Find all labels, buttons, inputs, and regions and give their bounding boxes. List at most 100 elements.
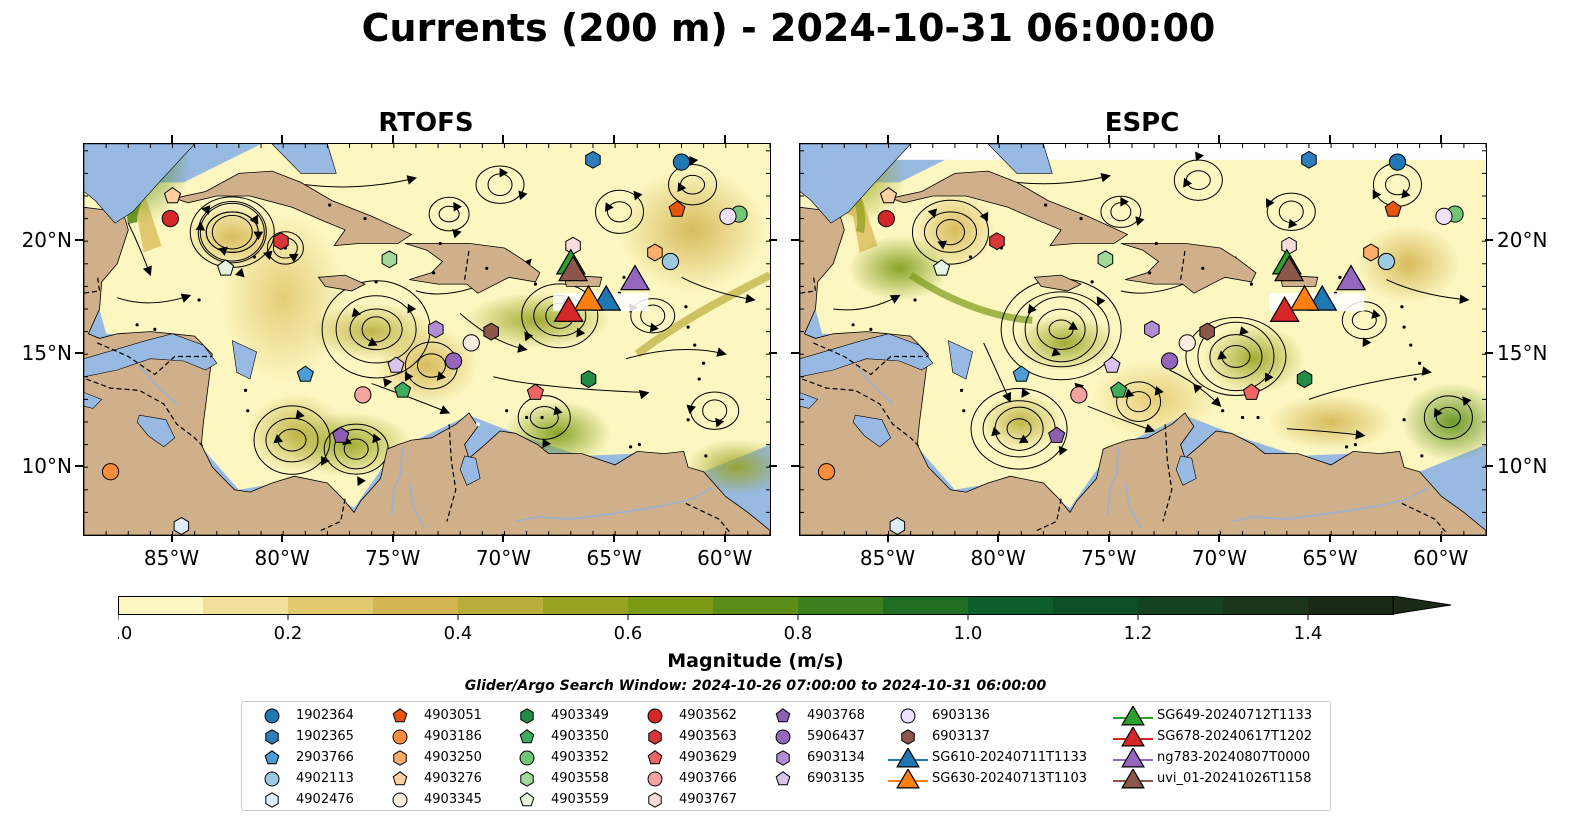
float-marker bbox=[1281, 236, 1297, 255]
legend-marker-icon bbox=[1113, 706, 1153, 726]
lon-tick-label: 70°W bbox=[1191, 546, 1248, 570]
legend-marker bbox=[392, 708, 408, 723]
major-tick bbox=[1107, 135, 1110, 143]
colorbar-label: Magnitude (m/s) bbox=[667, 650, 844, 672]
legend-marker bbox=[519, 729, 535, 744]
legend-marker bbox=[264, 750, 280, 765]
major-tick bbox=[791, 352, 799, 355]
colorbar-tick-label: 0.0 bbox=[118, 623, 132, 644]
legend-marker-icon bbox=[647, 708, 663, 724]
map-rtofs bbox=[83, 143, 771, 536]
major-tick bbox=[997, 534, 1000, 542]
search-window-text: Glider/Argo Search Window: 2024-10-26 07… bbox=[464, 678, 1047, 694]
lon-tick-label: 70°W bbox=[475, 546, 532, 570]
minor-ticks bbox=[800, 144, 1486, 535]
float-marker bbox=[273, 232, 289, 251]
lon-tick-label: 80°W bbox=[254, 546, 310, 570]
legend-label: SG649-20240712T1133 bbox=[1157, 708, 1313, 723]
float-marker bbox=[217, 259, 235, 276]
major-tick bbox=[75, 239, 83, 242]
float-marker bbox=[933, 259, 951, 276]
panel-title-espc: ESPC bbox=[1104, 108, 1180, 138]
legend-label: 4903345 bbox=[424, 792, 482, 807]
float-marker bbox=[526, 383, 544, 400]
major-tick bbox=[613, 534, 616, 542]
legend-marker bbox=[775, 771, 791, 786]
float-marker bbox=[161, 209, 179, 228]
legend-label: 4903051 bbox=[424, 708, 482, 723]
float-marker bbox=[1012, 365, 1030, 382]
colorbar-tick-label: 0.4 bbox=[444, 623, 473, 644]
legend-marker-icon bbox=[265, 729, 279, 745]
major-tick bbox=[75, 352, 83, 355]
lon-tick-label: 80°W bbox=[970, 546, 1026, 570]
legend-label: 2903766 bbox=[296, 750, 354, 765]
legend-marker bbox=[1121, 748, 1145, 768]
legend-label: SG610-20240711T1133 bbox=[932, 750, 1088, 765]
major-tick bbox=[170, 135, 173, 143]
major-tick bbox=[281, 534, 284, 542]
float-marker bbox=[580, 370, 597, 389]
float-marker bbox=[672, 153, 691, 171]
legend-marker bbox=[1121, 706, 1145, 726]
float-marker bbox=[879, 186, 898, 204]
colorbar-tick-label: 0.6 bbox=[614, 623, 643, 644]
major-tick bbox=[391, 135, 394, 143]
legend-marker-icon bbox=[900, 708, 916, 724]
float-marker bbox=[1160, 352, 1179, 370]
major-tick bbox=[1485, 465, 1493, 468]
legend-label: 4903352 bbox=[551, 750, 609, 765]
legend-marker bbox=[776, 750, 790, 766]
legend-marker bbox=[1121, 727, 1145, 747]
float-marker bbox=[101, 463, 120, 481]
glider-marker bbox=[1269, 296, 1300, 322]
legend-marker bbox=[265, 729, 279, 745]
float-marker bbox=[565, 236, 581, 255]
float-marker bbox=[585, 150, 601, 169]
legend-label: 4903559 bbox=[551, 792, 609, 807]
lat-tick-label: 15°N bbox=[21, 341, 72, 366]
legend-marker bbox=[519, 792, 535, 807]
legend-marker bbox=[647, 750, 663, 765]
major-tick bbox=[170, 534, 173, 542]
float-marker bbox=[1144, 320, 1160, 339]
major-tick bbox=[1485, 239, 1493, 242]
float-marker bbox=[989, 232, 1005, 251]
legend-marker bbox=[775, 729, 791, 745]
lon-tick-label: 75°W bbox=[1081, 546, 1137, 570]
major-tick bbox=[502, 534, 505, 542]
glider-marker bbox=[573, 284, 604, 311]
lon-tick-label: 60°W bbox=[1413, 546, 1469, 570]
legend-label: 1902365 bbox=[296, 729, 354, 744]
glider-marker bbox=[1289, 284, 1320, 311]
legend-marker-icon bbox=[888, 769, 928, 789]
float-marker bbox=[661, 252, 680, 271]
lat-tick-label: 20°N bbox=[21, 228, 72, 253]
legend-marker-icon bbox=[776, 750, 790, 766]
legend-marker-icon bbox=[1113, 769, 1153, 789]
legend-marker-icon bbox=[264, 750, 280, 765]
lon-tick-label: 85°W bbox=[143, 546, 200, 570]
float-marker bbox=[1363, 243, 1379, 262]
legend-marker-icon bbox=[647, 750, 663, 765]
float-marker bbox=[1178, 334, 1196, 352]
major-tick bbox=[1439, 135, 1442, 143]
major-tick bbox=[1439, 534, 1442, 542]
float-marker bbox=[1377, 252, 1396, 271]
legend-marker-icon bbox=[648, 729, 662, 745]
major-tick bbox=[723, 534, 726, 542]
major-tick bbox=[391, 534, 394, 542]
legend-label: 6903134 bbox=[807, 750, 865, 765]
legend-label: 6903136 bbox=[932, 708, 990, 723]
float-marker bbox=[173, 517, 190, 535]
major-tick bbox=[791, 465, 799, 468]
legend-marker bbox=[896, 748, 920, 768]
colorbar-tick-label: 1.4 bbox=[1294, 623, 1323, 644]
float-marker bbox=[1301, 150, 1317, 169]
lon-tick-label: 75°W bbox=[365, 546, 421, 570]
legend-marker-icon bbox=[519, 792, 535, 807]
legend-marker-icon bbox=[392, 792, 408, 808]
glider-marker bbox=[1335, 264, 1367, 291]
legend-label: 4903767 bbox=[679, 792, 737, 807]
float-marker bbox=[1388, 153, 1407, 171]
